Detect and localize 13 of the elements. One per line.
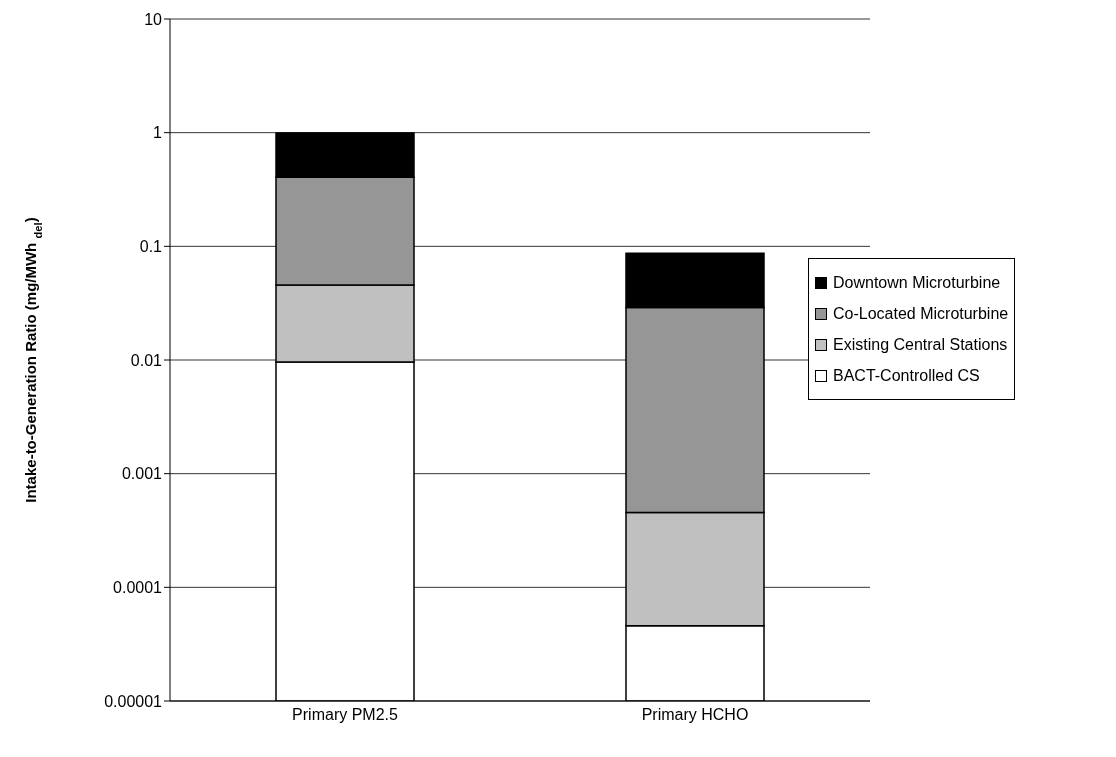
legend-label: Downtown Microturbine — [833, 273, 1001, 292]
y-tick-label: 0.01 — [130, 351, 163, 369]
y-tick-label: 0.00001 — [104, 692, 163, 710]
y-tick-label: 0.1 — [139, 238, 163, 256]
legend-label: Existing Central Stations — [833, 335, 1008, 354]
legend-label: BACT-Controlled CS — [833, 366, 980, 385]
legend-label: Co-Located Microturbine — [833, 304, 1009, 323]
y-tick-label: 1 — [153, 124, 163, 142]
y-tick-label: 0.001 — [121, 465, 163, 483]
y-tick-label: 10 — [144, 10, 163, 28]
x-tick-label: Primary PM2.5 — [292, 706, 398, 724]
x-tick-label: Primary HCHO — [641, 706, 749, 724]
y-tick-label: 0.0001 — [113, 579, 163, 597]
